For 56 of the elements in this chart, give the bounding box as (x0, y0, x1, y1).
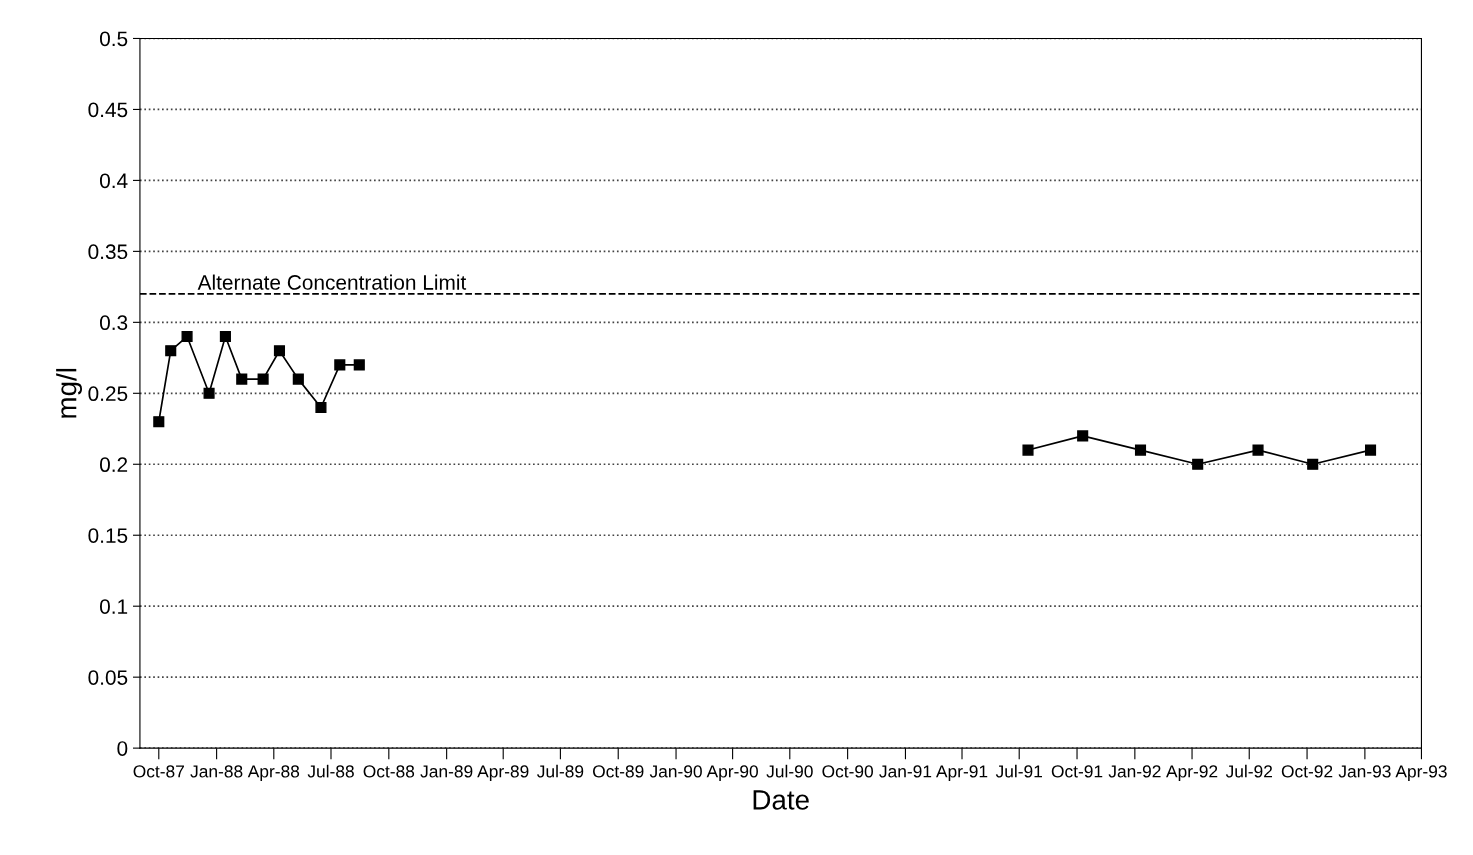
x-tick-label: Oct-91 (1051, 765, 1103, 778)
point (165, 345, 177, 357)
x-tick-label: Apr-93 (1395, 765, 1447, 781)
point (334, 359, 346, 371)
point (1307, 458, 1319, 470)
x-tick-label: Oct-87 (133, 765, 184, 778)
x-tick-label: Jan-93 (1338, 765, 1391, 778)
point (353, 359, 365, 371)
point (257, 373, 269, 385)
y-tick-label: 0.5 (99, 31, 128, 47)
y-tick-label: 0 (117, 741, 128, 756)
x-tick-label: Jul-92 (1225, 764, 1273, 778)
x-tick-label: Jul-89 (537, 764, 584, 778)
x-tick-label: Apr-90 (706, 765, 758, 781)
point (153, 416, 165, 428)
point (1192, 458, 1204, 470)
x-tick-label: Oct-88 (363, 765, 415, 778)
y-tick-label: 0.3 (99, 315, 128, 331)
x-tick-label: Apr-91 (935, 765, 988, 781)
x-tick-label: Jan-88 (190, 765, 243, 778)
x-tick-label: Apr-89 (477, 765, 529, 781)
point (219, 330, 231, 343)
point (1077, 430, 1089, 442)
x-tick-label: Oct-89 (593, 765, 644, 778)
x-tick-label: Jul-88 (307, 764, 354, 778)
point (315, 401, 327, 414)
point (1364, 444, 1377, 456)
y-tick-label: 0.1 (99, 599, 128, 614)
x-tick-label: Jan-91 (879, 765, 932, 778)
x-tick-label: Jan-92 (1108, 765, 1161, 778)
point (203, 387, 215, 399)
point (273, 345, 286, 357)
ref-line-label: Alternate Concentration Limit (197, 274, 467, 290)
point (292, 373, 304, 385)
x-tick-label: Oct-90 (822, 765, 873, 778)
y-tick-label: 0.4 (99, 173, 128, 189)
y-tick-label: 0.15 (88, 528, 128, 543)
x-tick-label: Jul-91 (995, 764, 1042, 778)
x-tick-label: Jul-90 (766, 764, 813, 778)
y-tick-label: 0.25 (88, 386, 128, 402)
point (1252, 444, 1264, 456)
x-tick-label: Apr-88 (247, 765, 300, 781)
point (236, 373, 248, 385)
y-tick-label: 0.05 (88, 670, 128, 685)
point (181, 330, 193, 343)
x-tick-label: Jan-90 (649, 765, 702, 778)
y-axis-title: mg/l (56, 368, 83, 418)
y-tick-label: 0.45 (88, 102, 128, 118)
y-tick-label: 0.2 (99, 457, 128, 473)
x-axis-title: Date (753, 790, 809, 810)
x-tick-label: Apr-92 (1166, 765, 1218, 781)
point (1134, 444, 1147, 456)
x-tick-label: Jan-89 (420, 765, 473, 778)
y-tick-label: 0.35 (88, 244, 128, 260)
x-tick-label: Oct-92 (1281, 765, 1333, 778)
point (1022, 444, 1034, 456)
